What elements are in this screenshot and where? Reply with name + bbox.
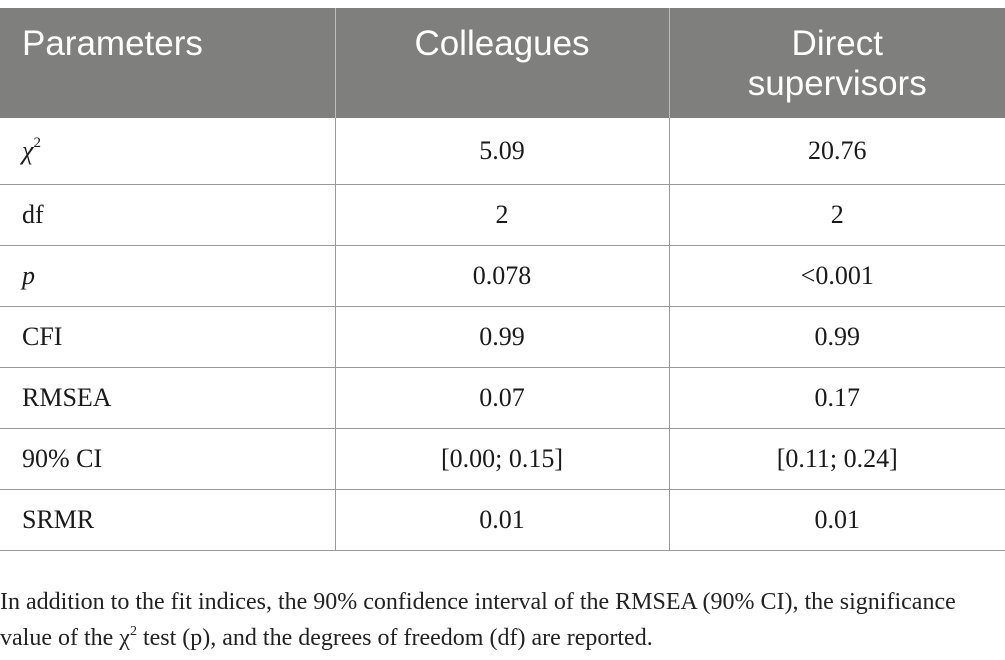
table-row-cfi: CFI 0.99 0.99 (0, 306, 1005, 368)
supervisors-cell: 0.01 (669, 489, 1005, 551)
param-cell: 90% CI (0, 428, 336, 490)
table-row-90-ci: 90% CI [0.00; 0.15] [0.11; 0.24] (0, 428, 1005, 490)
param-cell: SRMR (0, 489, 336, 551)
colleagues-cell: [0.00; 0.15] (335, 428, 670, 490)
param-cell: df (0, 184, 336, 246)
table-header: Parameters Colleagues Direct supervisors (0, 8, 1005, 118)
fit-indices-table: Parameters Colleagues Direct supervisors… (0, 8, 1005, 551)
header-row: Parameters Colleagues Direct supervisors (0, 8, 1005, 118)
header-direct-line1: Direct (791, 24, 883, 63)
colleagues-cell: 0.078 (335, 245, 670, 307)
colleagues-cell: 2 (335, 184, 670, 246)
colleagues-cell: 0.99 (335, 306, 670, 368)
table-row-chi-square: χ2 5.09 20.76 (0, 118, 1005, 185)
header-direct-line2: supervisors (747, 64, 927, 103)
supervisors-cell: 0.17 (669, 367, 1005, 429)
param-cell: p (0, 245, 336, 307)
colleagues-cell: 0.01 (335, 489, 670, 551)
supervisors-cell: 0.99 (669, 306, 1005, 368)
param-cell: RMSEA (0, 367, 336, 429)
colleagues-cell: 5.09 (335, 118, 670, 185)
supervisors-cell: [0.11; 0.24] (669, 428, 1005, 490)
table-footnote: In addition to the fit indices, the 90% … (0, 589, 956, 651)
table-body: χ2 5.09 20.76 df 2 2 p 0.078 <0.001 CFI … (0, 118, 1005, 551)
supervisors-cell: <0.001 (669, 245, 1005, 307)
table-row-df: df 2 2 (0, 184, 1005, 246)
supervisors-cell: 2 (669, 184, 1005, 246)
header-parameters: Parameters (0, 8, 336, 118)
table-row-p: p 0.078 <0.001 (0, 245, 1005, 307)
param-cell: χ2 (0, 118, 336, 185)
param-cell: CFI (0, 306, 336, 368)
supervisors-cell: 20.76 (669, 118, 1005, 185)
colleagues-cell: 0.07 (335, 367, 670, 429)
table-row-srmr: SRMR 0.01 0.01 (0, 489, 1005, 551)
header-colleagues: Colleagues (335, 8, 670, 118)
table-row-rmsea: RMSEA 0.07 0.17 (0, 367, 1005, 429)
header-direct-supervisors: Direct supervisors (669, 8, 1005, 118)
